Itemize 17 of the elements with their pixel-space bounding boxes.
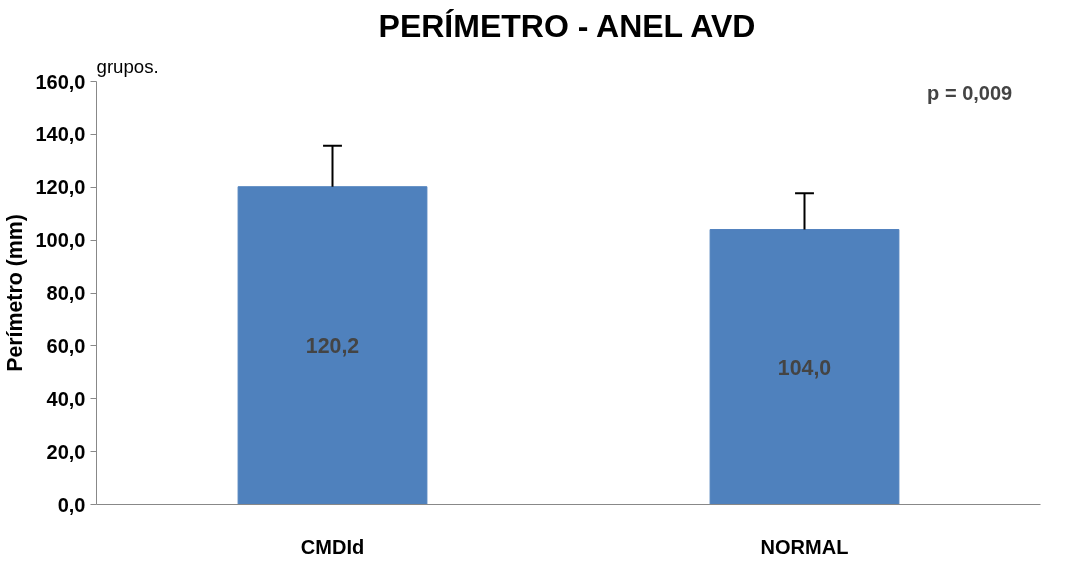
data-label: 120,2 [305, 334, 360, 359]
y-axis-title: Perímetro (mm) [3, 214, 28, 372]
y-tick-label: 80,0 [46, 282, 86, 304]
annotation: p = 0,009 [927, 81, 1013, 104]
y-tick-label: 60,0 [46, 334, 86, 357]
x-tick-label: NORMAL [760, 535, 849, 558]
y-tick-label: 40,0 [46, 387, 86, 410]
y-tick-label: 0,0 [57, 493, 86, 516]
y-tick-label: 100,0 [35, 229, 86, 252]
data-label: 104,0 [777, 355, 832, 380]
y-tick-label: 20,0 [46, 440, 86, 463]
y-tick-label: 160,0 [35, 70, 86, 93]
y-tick-label: 120,0 [35, 176, 86, 199]
text: grupos. [96, 55, 159, 77]
x-tick-label: CMDId [300, 535, 365, 558]
chart-title: PERÍMETRO - ANEL AVD [378, 7, 756, 44]
y-tick-label: 140,0 [35, 123, 86, 146]
